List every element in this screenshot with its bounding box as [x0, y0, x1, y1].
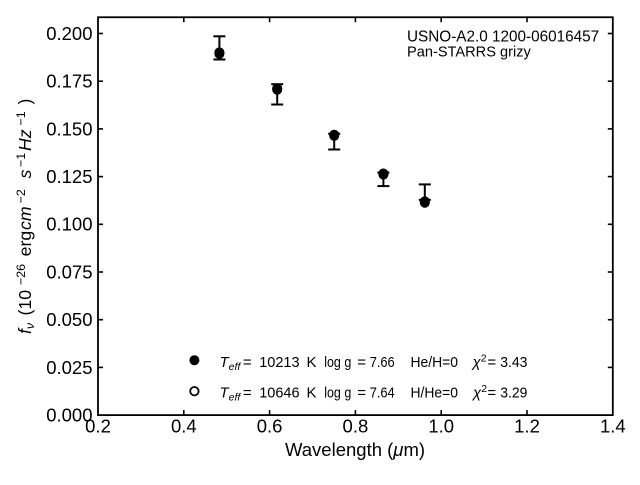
svg-text:Wavelength (μm): Wavelength (μm) [285, 439, 425, 460]
svg-text:1.0: 1.0 [428, 416, 454, 437]
svg-text:0.125: 0.125 [46, 166, 92, 187]
svg-text:0.150: 0.150 [46, 118, 92, 139]
svg-text:0.4: 0.4 [171, 416, 197, 437]
svg-text:0.2: 0.2 [85, 416, 111, 437]
svg-text:0.8: 0.8 [343, 416, 369, 437]
svg-text:1.2: 1.2 [514, 416, 540, 437]
svg-text:USNO-A2.0 1200-06016457: USNO-A2.0 1200-06016457 [407, 29, 599, 46]
svg-text:0.050: 0.050 [46, 309, 92, 330]
svg-text:0.100: 0.100 [46, 214, 92, 235]
svg-text:fν(10−26ergcm−2s−1Hz−1): fν(10−26ergcm−2s−1Hz−1) [14, 99, 37, 334]
svg-text:0.000: 0.000 [46, 405, 92, 426]
svg-text:Pan-STARRS grizy: Pan-STARRS grizy [407, 45, 532, 61]
svg-text:0.025: 0.025 [46, 357, 92, 378]
svg-text:0.200: 0.200 [46, 23, 92, 44]
svg-text:0.175: 0.175 [46, 71, 92, 92]
svg-text:1.4: 1.4 [600, 416, 626, 437]
svg-text:0.6: 0.6 [257, 416, 283, 437]
svg-text:0.075: 0.075 [46, 261, 92, 282]
